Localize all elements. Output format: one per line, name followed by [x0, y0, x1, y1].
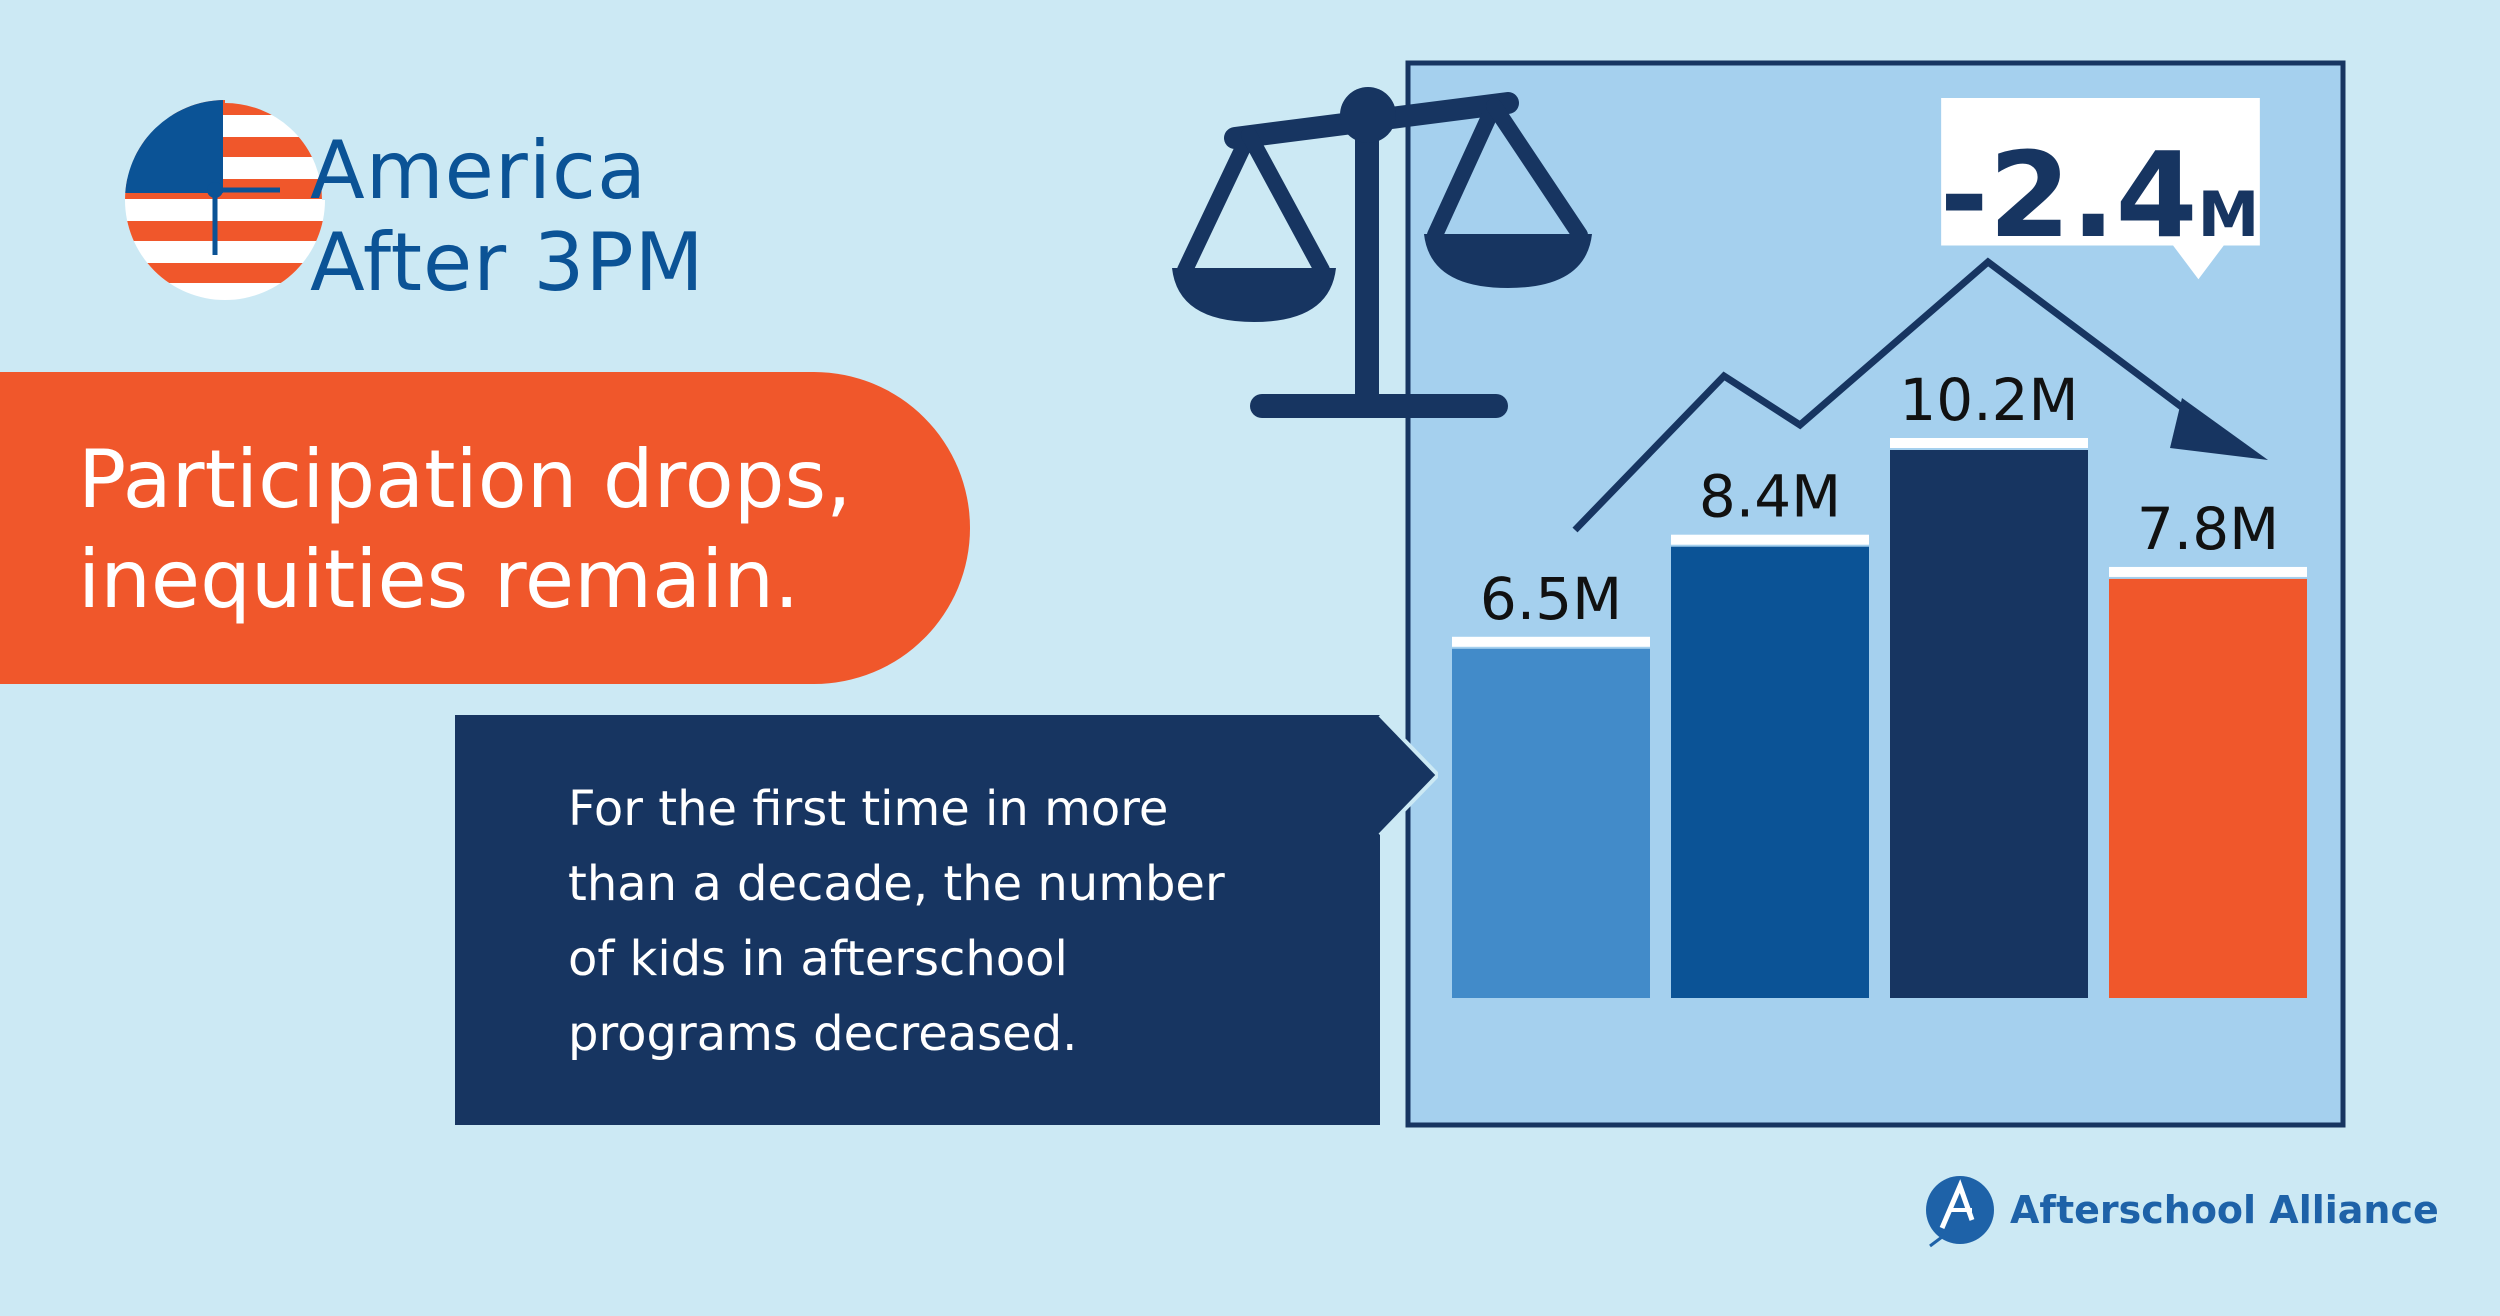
footer-org-name: Afterschool Alliance — [2010, 1188, 2439, 1232]
headline-banner — [0, 372, 970, 684]
callout-text: For the first time in more than a decade… — [568, 772, 1225, 1072]
bar-3 — [1890, 450, 2088, 998]
change-badge-text: -2.4M — [1893, 130, 2308, 280]
flag-clock-icon — [125, 97, 328, 300]
bar-cap-3 — [1890, 438, 2088, 448]
callout-line-2: than a decade, the number — [568, 856, 1225, 912]
bar-cap-2 — [1671, 534, 1869, 545]
bar-cap-4 — [2109, 566, 2307, 577]
brand-line-2: After 3PM — [310, 216, 705, 309]
brand-logo — [125, 95, 745, 305]
scale-icon — [1172, 87, 1592, 418]
headline-line-1: Participation drops, — [78, 433, 852, 526]
change-badge — [1941, 98, 2260, 280]
callout-line-1: For the first time in more — [568, 781, 1169, 837]
change-value: -2.4 — [1939, 126, 2198, 264]
bars-group — [1452, 438, 2307, 998]
change-unit: M — [2197, 178, 2262, 251]
brand-name: America After 3PM — [310, 125, 705, 309]
callout-line-3: of kids in afterschool — [568, 931, 1068, 987]
footer: Afterschool Alliance — [1920, 1170, 2439, 1250]
bar-1 — [1452, 648, 1650, 998]
bar-label-2: 8.4M — [1699, 463, 1841, 531]
bar-cap-1 — [1452, 636, 1650, 647]
afterschool-alliance-logo-icon — [1926, 1176, 1994, 1248]
bar-label-1: 6.5M — [1480, 565, 1622, 633]
bar-2 — [1671, 546, 1869, 998]
callout-pointer — [1378, 715, 1438, 835]
headline: Participation drops, inequities remain. — [78, 430, 852, 630]
bar-label-4: 7.8M — [2137, 495, 2279, 563]
labels-group: 6.5M 8.4M 10.2M 7.8M — [1480, 366, 2279, 633]
brand-line-1: America — [310, 124, 647, 217]
callout-line-4: programs decreased. — [568, 1006, 1078, 1062]
bar-label-3: 10.2M — [1899, 366, 2078, 434]
trend-arrow-icon — [1572, 257, 2268, 533]
headline-line-2: inequities remain. — [78, 533, 800, 626]
bar-4 — [2109, 578, 2307, 998]
callout-box — [455, 715, 1380, 1125]
